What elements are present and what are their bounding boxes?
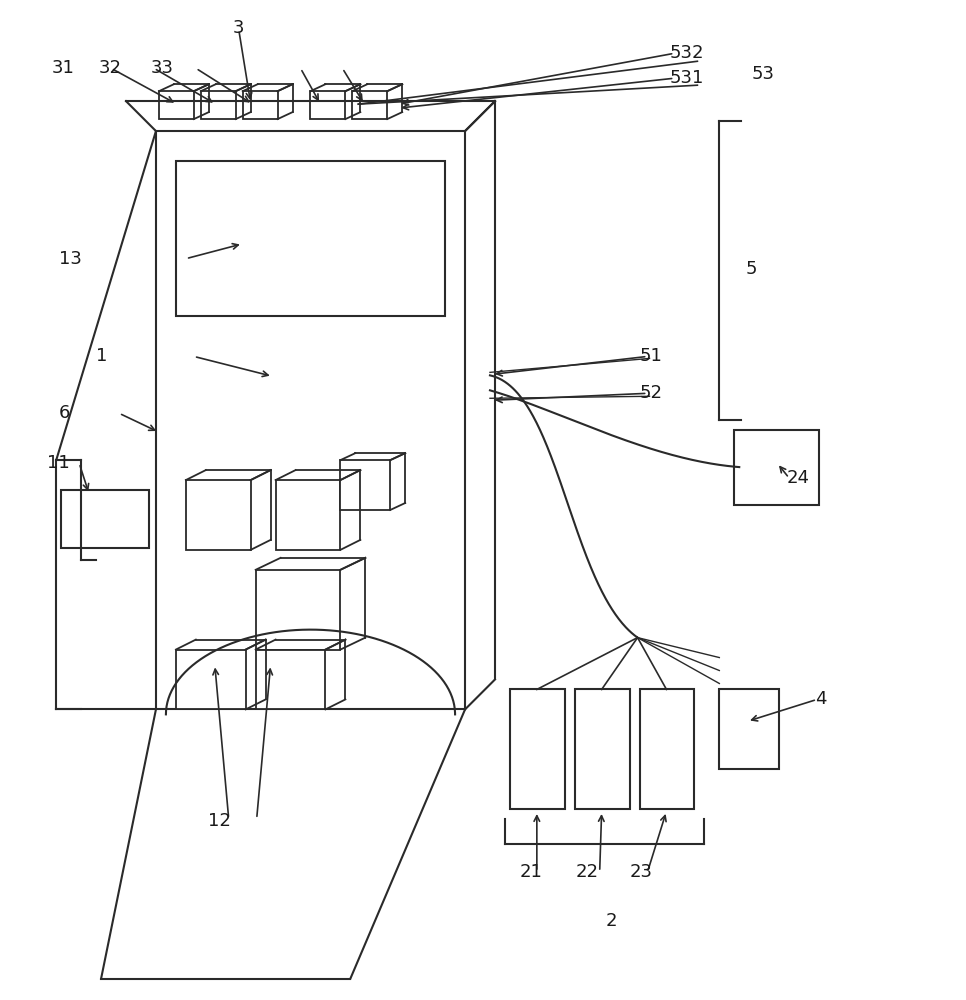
Bar	[340, 460, 390, 510]
Text: 31: 31	[51, 59, 74, 77]
Text: 3: 3	[233, 19, 244, 37]
Text: 531: 531	[669, 69, 704, 87]
Text: 6: 6	[59, 404, 71, 422]
Text: 11: 11	[47, 454, 70, 472]
Text: 21: 21	[520, 863, 543, 881]
Text: 51: 51	[639, 347, 663, 365]
Bar	[176, 650, 245, 709]
Text: 53: 53	[752, 65, 774, 83]
Text: 33: 33	[151, 59, 174, 77]
Bar	[176, 161, 445, 316]
Bar	[510, 689, 565, 809]
Bar	[353, 91, 387, 119]
Bar	[275, 480, 340, 550]
Text: 5: 5	[745, 260, 756, 278]
Bar	[639, 689, 695, 809]
Bar	[720, 689, 780, 769]
Text: 2: 2	[606, 912, 617, 930]
Text: 12: 12	[208, 812, 231, 830]
Text: 13: 13	[59, 250, 82, 268]
Bar	[159, 91, 194, 119]
Bar	[256, 570, 340, 650]
Text: 52: 52	[639, 384, 663, 402]
Text: 1: 1	[96, 347, 107, 365]
Bar	[201, 91, 236, 119]
Bar	[156, 131, 465, 709]
Text: 22: 22	[576, 863, 599, 881]
Bar	[575, 689, 630, 809]
Bar	[185, 480, 250, 550]
Text: 32: 32	[99, 59, 122, 77]
Text: 23: 23	[630, 863, 653, 881]
Bar	[256, 650, 326, 709]
Text: 532: 532	[669, 44, 704, 62]
Bar	[242, 91, 277, 119]
Bar	[734, 430, 819, 505]
Text: 4: 4	[815, 690, 827, 708]
Bar	[61, 490, 149, 548]
Text: 24: 24	[787, 469, 810, 487]
Bar	[310, 91, 346, 119]
